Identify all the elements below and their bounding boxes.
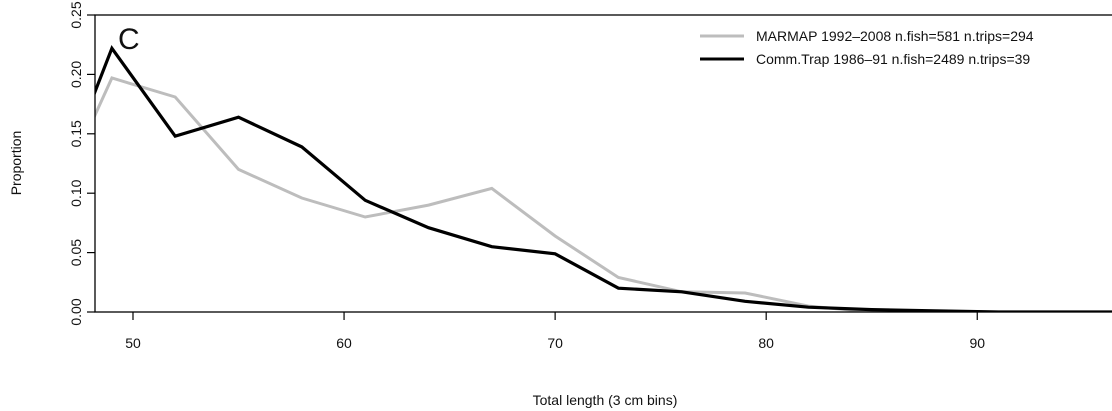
y-tick-label: 0.05 [68, 239, 84, 266]
y-axis-title: Proportion [8, 131, 24, 196]
y-tick-label: 0.20 [68, 61, 84, 88]
x-tick-label: 50 [125, 335, 141, 351]
y-tick-label: 0.10 [68, 179, 84, 206]
y-axis: 0.00 0.05 0.10 0.15 0.20 0.25 [68, 1, 95, 326]
legend: MARMAP 1992–2008 n.fish=581 n.trips=294 C… [700, 28, 1034, 67]
x-tick-label: 70 [547, 335, 563, 351]
y-tick-label: 0.25 [68, 1, 84, 28]
x-axis: 50 60 70 80 90 [125, 312, 985, 351]
y-tick-label: 0.00 [68, 298, 84, 325]
legend-label: MARMAP 1992–2008 n.fish=581 n.trips=294 [756, 28, 1034, 44]
x-tick-label: 80 [758, 335, 774, 351]
panel-label: C [118, 23, 140, 56]
x-tick-label: 90 [969, 335, 985, 351]
x-tick-label: 60 [336, 335, 352, 351]
series-layer [95, 44, 1112, 312]
series-line-2 [95, 44, 1112, 312]
x-axis-title: Total length (3 cm bins) [533, 392, 678, 408]
plot-frame [94, 14, 1112, 313]
series-line-1 [95, 76, 1112, 312]
y-tick-label: 0.15 [68, 120, 84, 147]
legend-label: Comm.Trap 1986–91 n.fish=2489 n.trips=39 [756, 51, 1030, 67]
